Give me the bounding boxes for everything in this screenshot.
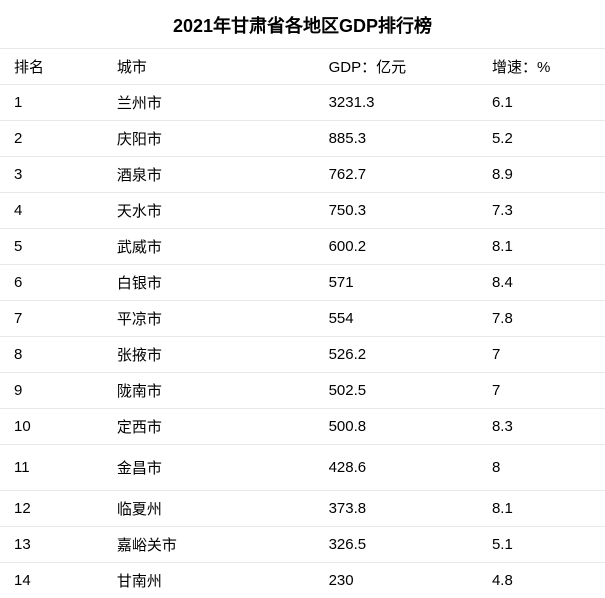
- cell-rank: 6: [0, 265, 103, 301]
- cell-gdp: 373.8: [315, 491, 478, 527]
- cell-rank: 14: [0, 563, 103, 598]
- cell-gdp: 428.6: [315, 445, 478, 491]
- table-row: 1兰州市3231.36.1: [0, 85, 605, 121]
- cell-city: 兰州市: [103, 85, 315, 121]
- cell-rate: 5.1: [478, 527, 605, 563]
- cell-rank: 12: [0, 491, 103, 527]
- cell-rank: 10: [0, 409, 103, 445]
- cell-city: 临夏州: [103, 491, 315, 527]
- cell-city: 定西市: [103, 409, 315, 445]
- table-row: 7平凉市5547.8: [0, 301, 605, 337]
- table-row: 14甘南州2304.8: [0, 563, 605, 598]
- cell-rank: 3: [0, 157, 103, 193]
- cell-gdp: 600.2: [315, 229, 478, 265]
- cell-gdp: 885.3: [315, 121, 478, 157]
- cell-rate: 7: [478, 373, 605, 409]
- table-row: 13嘉峪关市326.55.1: [0, 527, 605, 563]
- cell-city: 甘南州: [103, 563, 315, 598]
- col-header-city: 城市: [103, 49, 315, 85]
- col-header-rate: 增速：%: [478, 49, 605, 85]
- col-header-gdp: GDP：亿元: [315, 49, 478, 85]
- cell-rate: 8.9: [478, 157, 605, 193]
- table-body: 1兰州市3231.36.12庆阳市885.35.23酒泉市762.78.94天水…: [0, 85, 605, 598]
- cell-rate: 7.8: [478, 301, 605, 337]
- cell-rank: 2: [0, 121, 103, 157]
- cell-rank: 11: [0, 445, 103, 491]
- cell-rate: 8.4: [478, 265, 605, 301]
- cell-rate: 8.1: [478, 491, 605, 527]
- table-row: 6白银市5718.4: [0, 265, 605, 301]
- cell-gdp: 500.8: [315, 409, 478, 445]
- cell-rank: 5: [0, 229, 103, 265]
- cell-city: 张掖市: [103, 337, 315, 373]
- cell-gdp: 326.5: [315, 527, 478, 563]
- cell-rank: 1: [0, 85, 103, 121]
- cell-rate: 6.1: [478, 85, 605, 121]
- table-row: 5武威市600.28.1: [0, 229, 605, 265]
- table-row: 8张掖市526.27: [0, 337, 605, 373]
- table-container: 2021年甘肃省各地区GDP排行榜 排名 城市 GDP：亿元 增速：% 1兰州市…: [0, 0, 605, 598]
- cell-rank: 7: [0, 301, 103, 337]
- cell-gdp: 762.7: [315, 157, 478, 193]
- cell-rate: 7.3: [478, 193, 605, 229]
- cell-city: 天水市: [103, 193, 315, 229]
- cell-city: 庆阳市: [103, 121, 315, 157]
- table-row: 12临夏州373.88.1: [0, 491, 605, 527]
- table-row: 3酒泉市762.78.9: [0, 157, 605, 193]
- cell-city: 嘉峪关市: [103, 527, 315, 563]
- cell-rate: 5.2: [478, 121, 605, 157]
- cell-gdp: 571: [315, 265, 478, 301]
- cell-rate: 8: [478, 445, 605, 491]
- table-title: 2021年甘肃省各地区GDP排行榜: [0, 0, 605, 48]
- table-row: 11金昌市428.68: [0, 445, 605, 491]
- cell-rank: 4: [0, 193, 103, 229]
- cell-city: 陇南市: [103, 373, 315, 409]
- cell-city: 白银市: [103, 265, 315, 301]
- table-header-row: 排名 城市 GDP：亿元 增速：%: [0, 49, 605, 85]
- cell-rate: 4.8: [478, 563, 605, 598]
- cell-gdp: 502.5: [315, 373, 478, 409]
- cell-gdp: 526.2: [315, 337, 478, 373]
- table-row: 2庆阳市885.35.2: [0, 121, 605, 157]
- col-header-rank: 排名: [0, 49, 103, 85]
- cell-rate: 8.1: [478, 229, 605, 265]
- cell-rate: 7: [478, 337, 605, 373]
- cell-city: 武威市: [103, 229, 315, 265]
- cell-gdp: 750.3: [315, 193, 478, 229]
- cell-city: 平凉市: [103, 301, 315, 337]
- cell-rate: 8.3: [478, 409, 605, 445]
- cell-gdp: 554: [315, 301, 478, 337]
- gdp-ranking-table: 排名 城市 GDP：亿元 增速：% 1兰州市3231.36.12庆阳市885.3…: [0, 48, 605, 598]
- cell-city: 酒泉市: [103, 157, 315, 193]
- cell-rank: 13: [0, 527, 103, 563]
- cell-rank: 8: [0, 337, 103, 373]
- table-row: 10定西市500.88.3: [0, 409, 605, 445]
- cell-city: 金昌市: [103, 445, 315, 491]
- cell-gdp: 3231.3: [315, 85, 478, 121]
- table-row: 4天水市750.37.3: [0, 193, 605, 229]
- cell-gdp: 230: [315, 563, 478, 598]
- table-row: 9陇南市502.57: [0, 373, 605, 409]
- cell-rank: 9: [0, 373, 103, 409]
